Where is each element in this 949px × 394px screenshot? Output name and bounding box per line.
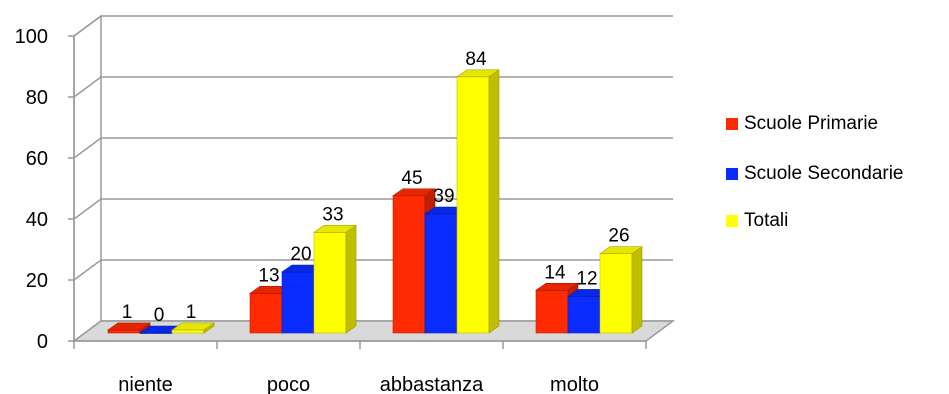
x-tick-label: niente	[118, 374, 173, 394]
bar-totali-poco	[313, 224, 357, 334]
data-label: 26	[608, 226, 629, 247]
y-tick-label: 60	[26, 148, 48, 170]
legend-item-primarie: Scuole Primarie	[726, 112, 904, 136]
bar-totali-abbastanza	[456, 69, 500, 334]
data-label: 1	[122, 302, 133, 323]
gridline-diagonal	[73, 15, 102, 37]
gridline-diagonal	[73, 259, 102, 281]
gridline-diagonal	[73, 198, 102, 220]
data-label: 39	[433, 186, 454, 207]
gridline-diagonal	[73, 76, 102, 98]
legend: Scuole Primarie Scuole Secondarie Totali	[726, 112, 904, 259]
legend-swatch-totali	[726, 215, 738, 227]
data-label: 84	[465, 49, 487, 70]
y-tick-label: 40	[26, 209, 48, 231]
legend-label-secondarie: Scuole Secondarie	[744, 163, 904, 184]
legend-label-primarie: Scuole Primarie	[744, 113, 879, 134]
y-axis-ticks: 0 20 40 60 80 100	[15, 26, 74, 353]
data-label: 33	[322, 204, 343, 225]
x-axis-ticks: niente poco abbastanza molto	[73, 341, 647, 394]
legend-label-totali: Totali	[744, 210, 789, 231]
bar-scuole-primarie-niente	[107, 322, 151, 334]
x-tick-label: abbastanza	[380, 374, 484, 394]
data-label: 12	[576, 268, 597, 289]
bars	[107, 69, 643, 334]
chart-floor	[71, 36, 676, 342]
data-label: 14	[544, 262, 566, 283]
x-tick-label: poco	[267, 374, 310, 394]
data-label: 13	[258, 265, 279, 286]
y-tick-label: 20	[26, 270, 48, 292]
bar-totali-niente	[171, 322, 215, 334]
y-tick-label: 100	[15, 26, 48, 48]
legend-item-totali: Totali	[726, 209, 904, 233]
bar-totali-molto	[599, 246, 643, 334]
chart-walls	[73, 14, 102, 343]
data-label: 1	[186, 302, 197, 323]
x-tick-label: molto	[550, 374, 599, 394]
legend-swatch-secondarie	[726, 168, 738, 180]
data-label: 20	[290, 244, 311, 265]
bar-scuole-secondarie-niente	[139, 325, 183, 334]
legend-item-secondarie: Scuole Secondarie	[726, 162, 904, 186]
gridline-diagonal	[73, 137, 102, 159]
legend-swatch-primarie	[726, 118, 738, 130]
data-label: 45	[401, 168, 422, 189]
data-label: 0	[154, 305, 165, 326]
data-labels: 1 0 1 13 20 33 45 39 84 14 12 26	[122, 49, 630, 326]
y-tick-label: 80	[26, 87, 48, 109]
side-wall	[73, 14, 102, 343]
y-tick-label: 0	[37, 331, 48, 353]
